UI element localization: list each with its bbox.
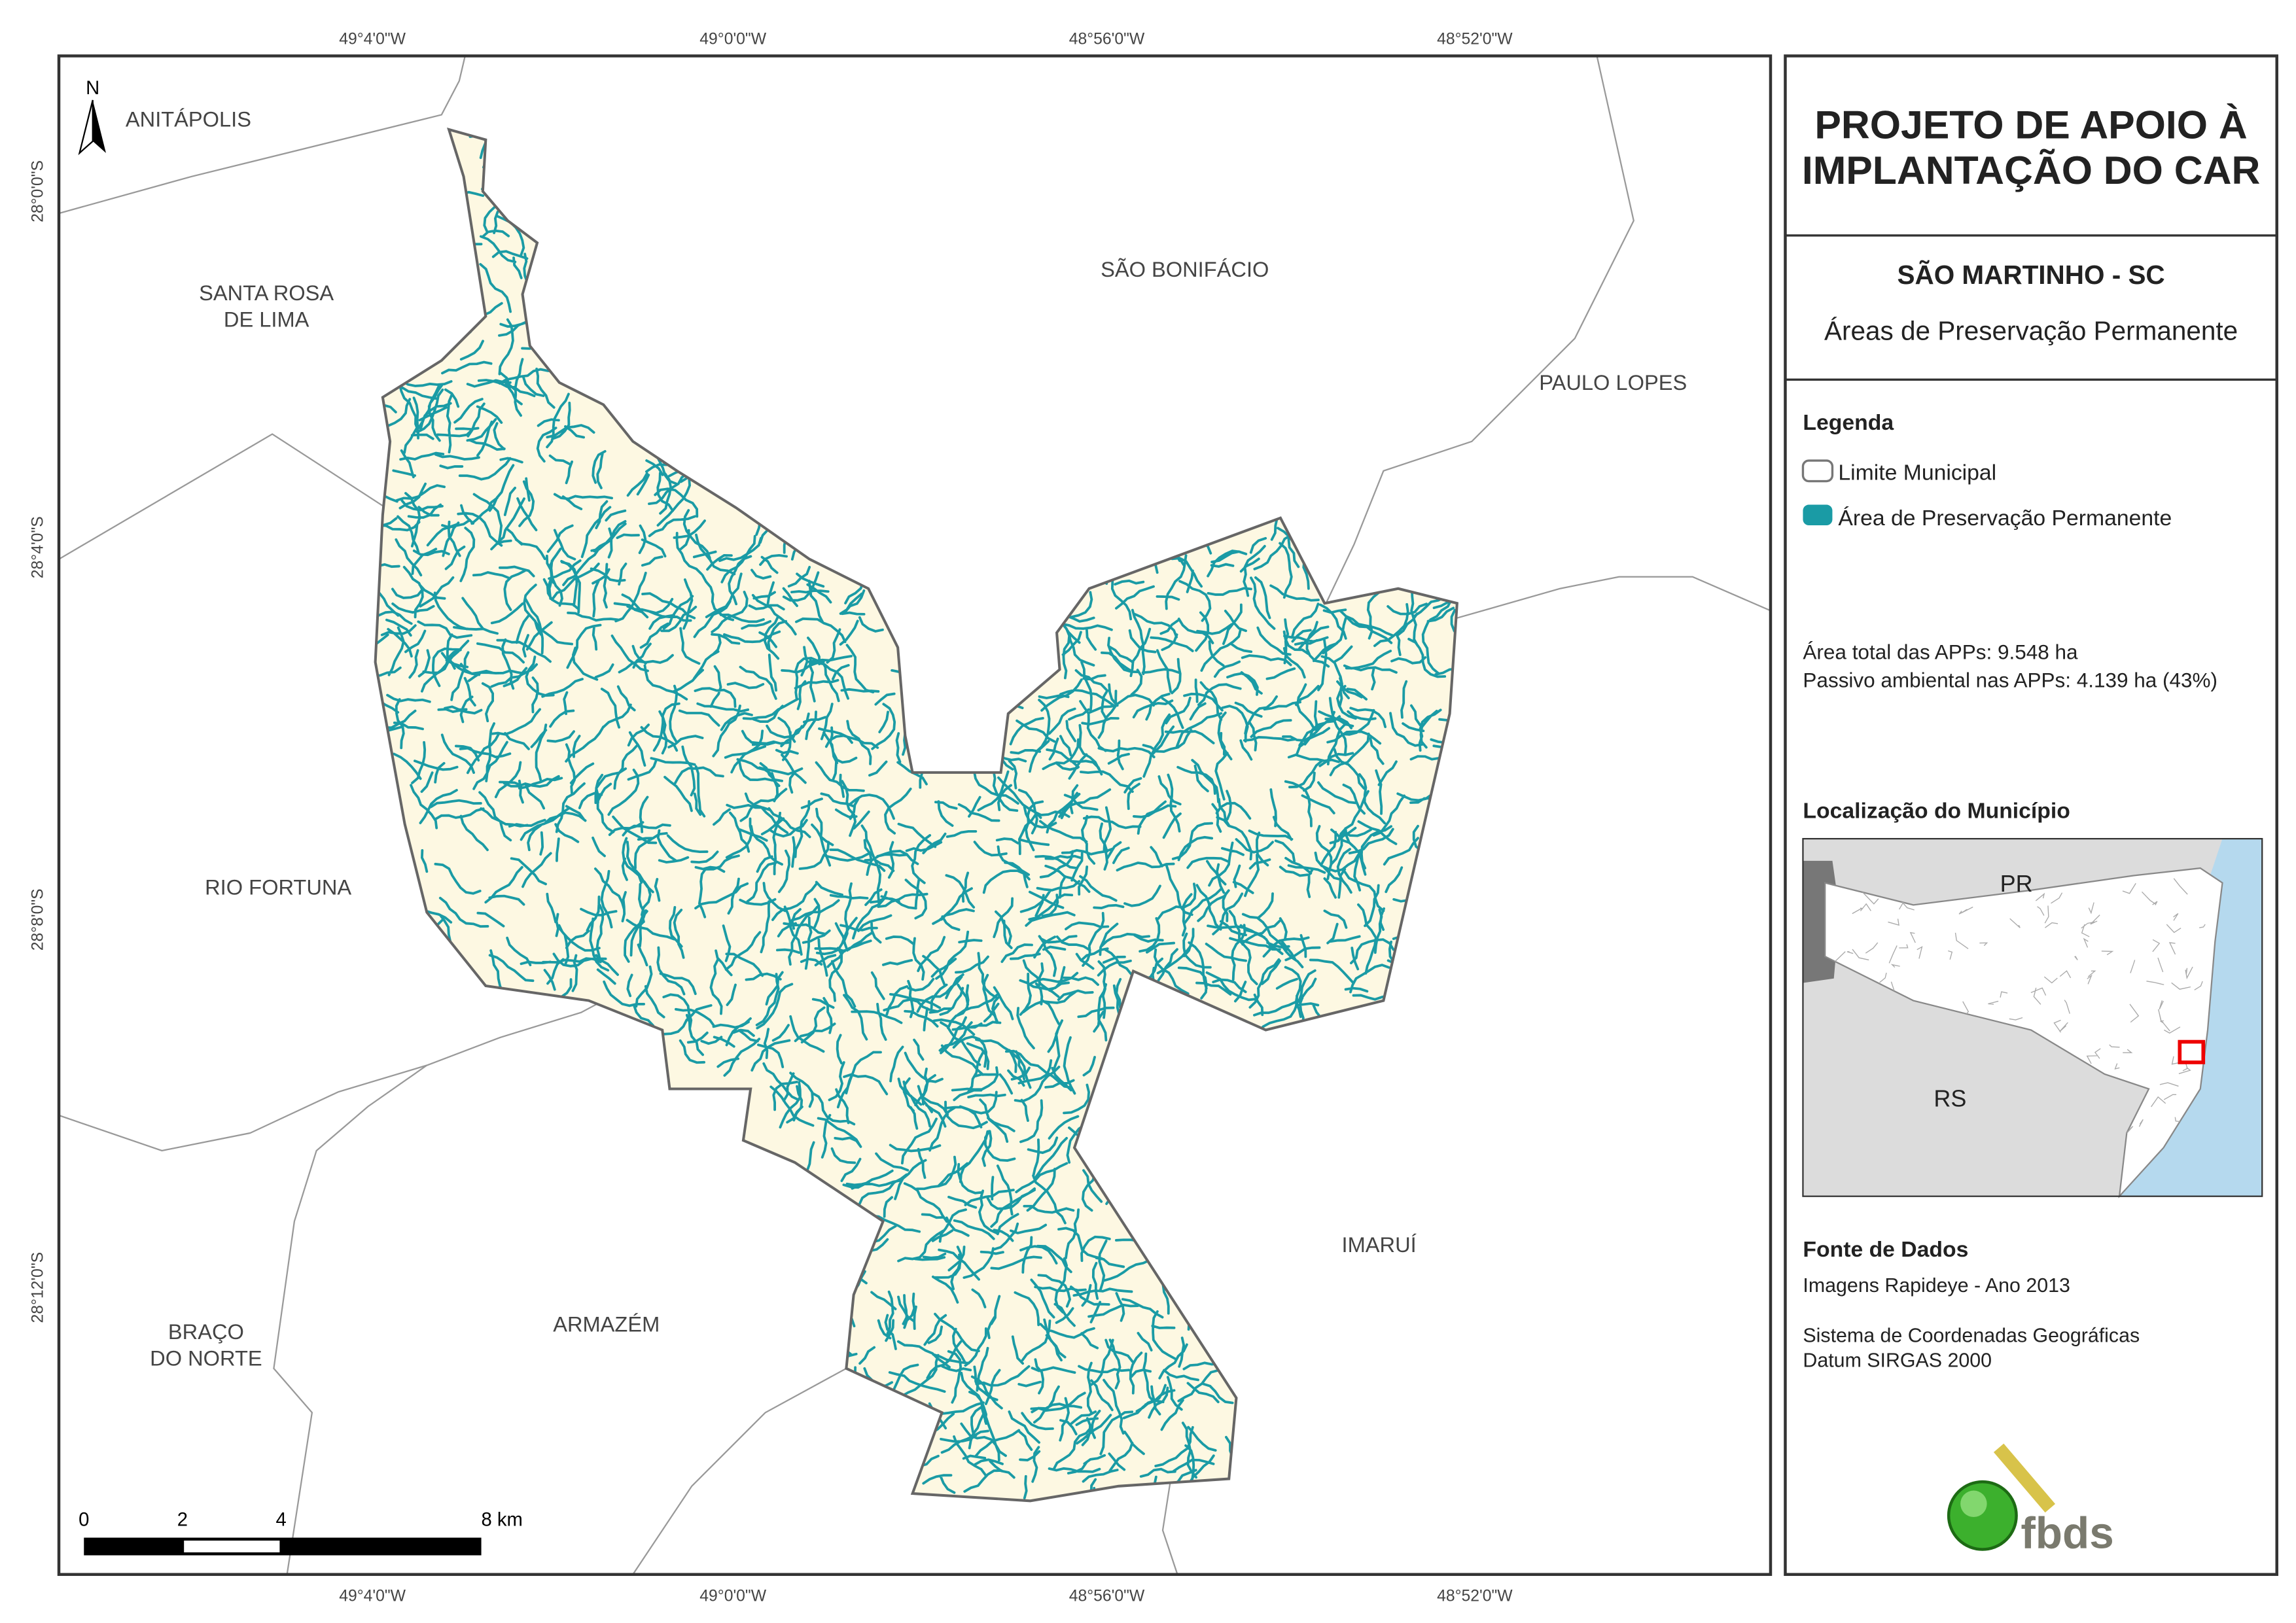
longitude-label: 48°52'0"W (1437, 30, 1513, 48)
latitude-label: 28°8'0"S (29, 888, 46, 951)
municipality: SÃO MARTINHO - SC (1897, 260, 2164, 290)
neighbor-boundary (273, 1064, 427, 1575)
source-line: Datum SIRGAS 2000 (1803, 1350, 1992, 1372)
arrow-right (92, 99, 106, 153)
logo-bar (1993, 1443, 2056, 1513)
stat: Passivo ambiental nas APPs: 4.139 ha (43… (1803, 668, 2217, 691)
stream-network (375, 129, 1457, 1501)
place-name: BRAÇO (168, 1319, 244, 1344)
stat: Área total das APPs: 9.548 ha (1803, 640, 2078, 664)
neighbor-boundary (59, 1000, 604, 1152)
legend-title: Legenda (1803, 410, 1894, 435)
ocean (2119, 839, 2263, 1196)
place-name: SÃO BONIFÁCIO (1101, 257, 1269, 281)
logo-text: fbds (2021, 1509, 2113, 1558)
scale-label: 2 (177, 1510, 188, 1531)
place-name: ARMAZÉM (553, 1312, 660, 1336)
latitude-label: 28°12'0"S (29, 1252, 46, 1323)
place-name: ANITÁPOLIS (126, 107, 251, 131)
logo: fbds (1947, 1443, 2114, 1558)
inset-map: PR RS (1802, 837, 2263, 1199)
neighbor-boundary (1457, 576, 1771, 619)
latitude-label: 28°4'0"S (29, 516, 46, 578)
subtitle: Áreas de Preservação Permanente (1824, 316, 2238, 346)
legend-item: Limite Municipal (1838, 460, 1996, 485)
neighbor-boundary (1161, 1483, 1178, 1575)
legend-swatch (1803, 504, 1833, 526)
longitude-label: 48°56'0"W (1069, 30, 1145, 48)
latitude-label: 28°0'0"S (29, 160, 46, 222)
scale-label: 0 (79, 1510, 89, 1531)
north-label: N (86, 78, 99, 99)
inset-label: PR (2000, 870, 2033, 897)
source-line: Sistema de Coordenadas Geográficas (1803, 1325, 2140, 1346)
place-name: DO NORTE (150, 1346, 262, 1370)
place-name: PAULO LOPES (1539, 370, 1687, 394)
legend-swatch (1801, 459, 1834, 483)
legend-item: Área de Preservação Permanente (1838, 506, 2172, 531)
source-line: Imagens Rapideye - Ano 2013 (1803, 1275, 2070, 1297)
scale-bar-segment (184, 1541, 280, 1553)
neighbor-boundary (632, 1367, 847, 1575)
logo-circle (1947, 1480, 2018, 1551)
place-name: RIO FORTUNA (205, 875, 351, 899)
sources-title: Fonte de Dados (1803, 1237, 1968, 1262)
neighbor-boundary (59, 56, 466, 215)
location-marker (2178, 1039, 2206, 1064)
place-name: IMARUÍ (1342, 1232, 1417, 1257)
longitude-label: 48°52'0"W (1437, 1587, 1513, 1605)
scale-label: 8 km (482, 1510, 523, 1531)
location-title: Localização do Município (1803, 799, 2070, 824)
place-name: SANTA ROSA (199, 281, 334, 305)
panel-frame (1784, 54, 2278, 1577)
logo-highlight (1960, 1490, 1987, 1518)
longitude-label: 49°4'0"W (339, 1587, 406, 1605)
title: IMPLANTAÇÃO DO CAR (1802, 148, 2260, 192)
longitude-label: 48°56'0"W (1069, 1587, 1145, 1605)
neighbor-boundary (1324, 56, 1634, 607)
state (1824, 867, 2223, 1199)
scale-bar (84, 1537, 482, 1556)
longitude-label: 49°0'0"W (699, 30, 766, 48)
inset-frame (1802, 837, 2263, 1197)
longitude-label: 49°4'0"W (339, 30, 406, 48)
north-arrow: N (78, 78, 106, 156)
inset-label: RS (1934, 1085, 1966, 1111)
scale-label: 4 (276, 1510, 287, 1531)
longitude-label: 49°0'0"W (699, 1587, 766, 1605)
title: PROJETO DE APOIO À (1814, 102, 2247, 147)
municipal-limit (374, 127, 1458, 1503)
neighbor-boundary (59, 433, 386, 560)
map-frame (57, 54, 1773, 1577)
place-name: DE LIMA (224, 307, 309, 331)
